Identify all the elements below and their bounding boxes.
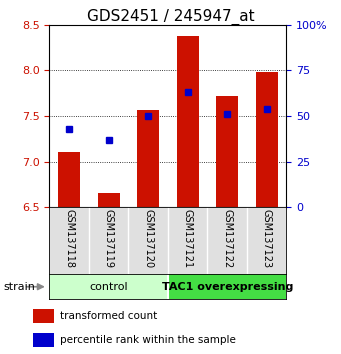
Bar xyxy=(137,109,159,207)
Text: strain: strain xyxy=(3,282,35,292)
Text: GSM137119: GSM137119 xyxy=(104,209,114,268)
Text: GSM137120: GSM137120 xyxy=(143,209,153,268)
Bar xyxy=(256,72,278,207)
Text: GDS2451 / 245947_at: GDS2451 / 245947_at xyxy=(87,9,254,25)
Text: GSM137122: GSM137122 xyxy=(222,209,232,268)
Bar xyxy=(168,274,286,299)
Bar xyxy=(58,153,80,207)
Bar xyxy=(177,36,198,207)
Text: percentile rank within the sample: percentile rank within the sample xyxy=(60,335,236,345)
Text: transformed count: transformed count xyxy=(60,311,158,321)
Text: GSM137118: GSM137118 xyxy=(64,209,74,268)
Text: GSM137121: GSM137121 xyxy=(183,209,193,268)
Bar xyxy=(49,274,168,299)
Text: TAC1 overexpressing: TAC1 overexpressing xyxy=(162,282,293,292)
Text: GSM137123: GSM137123 xyxy=(262,209,272,268)
Bar xyxy=(98,193,120,207)
Text: control: control xyxy=(89,282,128,292)
Bar xyxy=(33,333,54,347)
Bar xyxy=(33,309,54,323)
Bar xyxy=(216,96,238,207)
